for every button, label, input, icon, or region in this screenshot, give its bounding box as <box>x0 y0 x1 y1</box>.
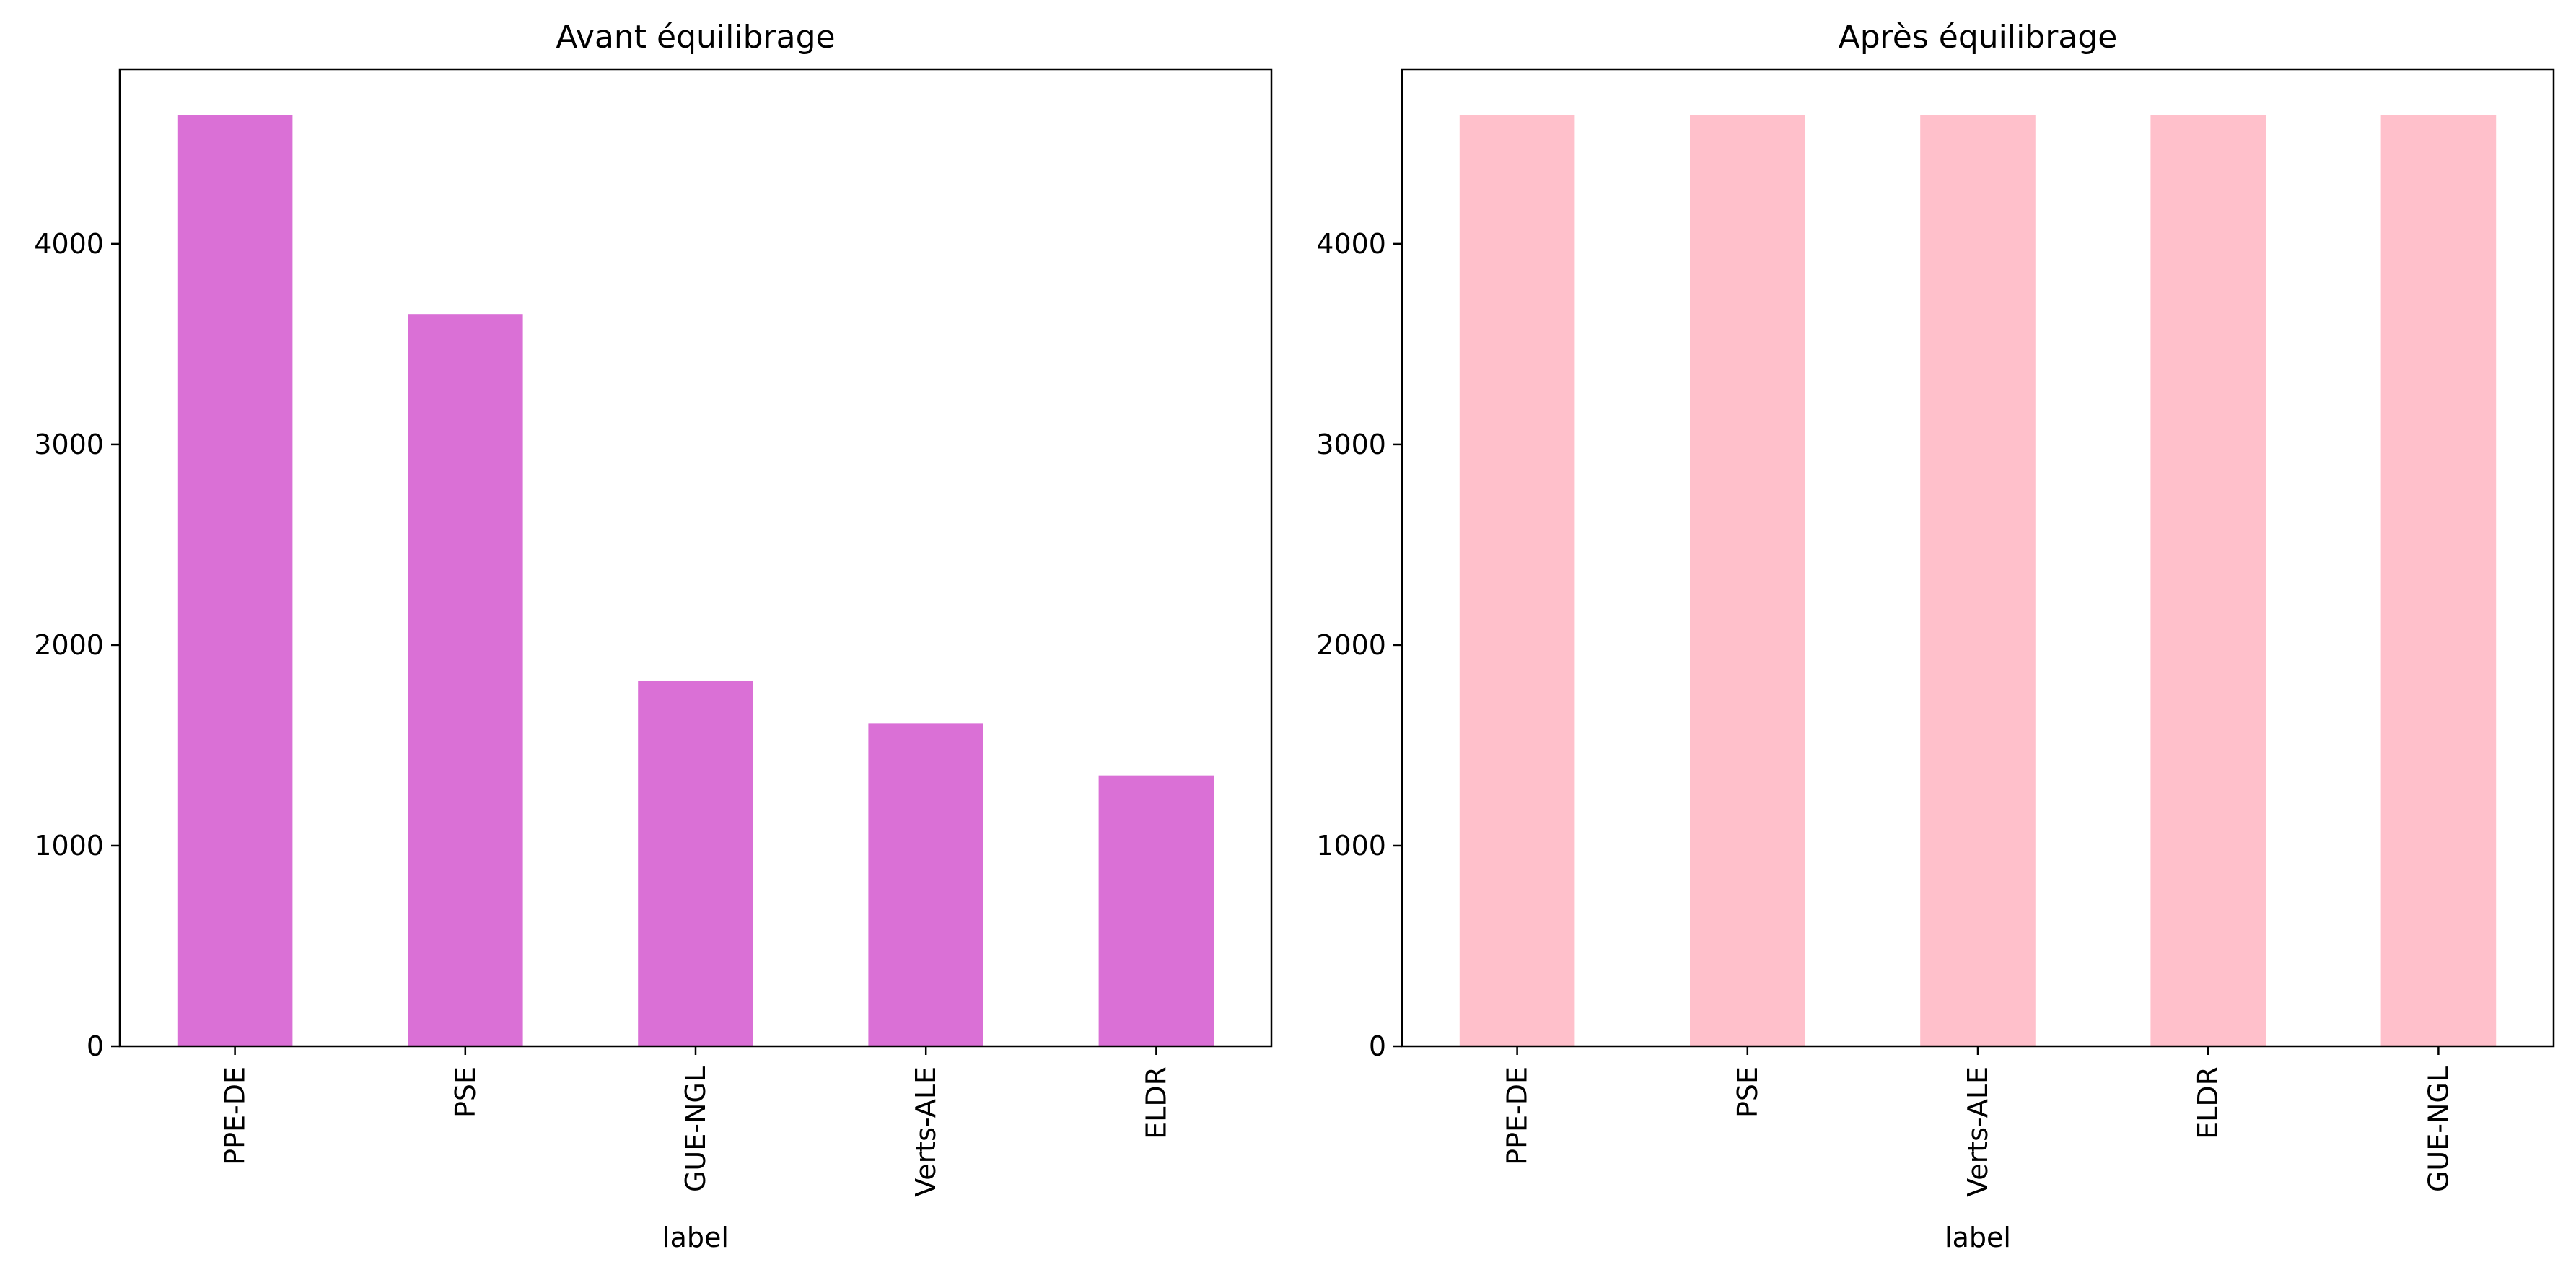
after-x-tick-label: ELDR <box>2192 1066 2224 1139</box>
before-x-tick-label: PSE <box>450 1066 481 1118</box>
before-x-tick-label: ELDR <box>1140 1066 1172 1139</box>
after-x-tick-label: PSE <box>1732 1066 1764 1118</box>
before-x-tick-label: GUE-NGL <box>680 1066 711 1192</box>
after-x-tick-label: PPE-DE <box>1502 1066 1533 1165</box>
after-y-tick-label: 0 <box>1369 1030 1386 1062</box>
before-x-axis-label: label <box>662 1222 729 1253</box>
after-y-tick-label: 1000 <box>1316 830 1386 862</box>
after-bar-eldr <box>2150 115 2266 1046</box>
after-bar-verts-ale <box>1920 115 2036 1046</box>
after-x-axis-label: label <box>1945 1222 2011 1253</box>
before-x-tick-label: PPE-DE <box>219 1066 251 1165</box>
before-bar-ppe-de <box>177 115 293 1046</box>
after-chart-title: Après équilibrage <box>1839 19 2118 56</box>
after-bar-ppe-de <box>1459 115 1575 1046</box>
after-x-tick-label: Verts-ALE <box>1962 1066 1994 1197</box>
after-x-tick-label: GUE-NGL <box>2422 1066 2454 1192</box>
after-y-tick-label: 2000 <box>1316 629 1386 661</box>
after-bar-gue-ngl <box>2380 115 2497 1046</box>
before-y-tick-label: 0 <box>87 1030 104 1062</box>
after-y-tick-label: 3000 <box>1316 429 1386 460</box>
chart-after-balancing: Après équilibrage 0 1000 2000 3000 4000 PPE-DE… <box>1316 19 2555 1253</box>
before-x-tick-label: Verts-ALE <box>910 1066 942 1197</box>
before-bar-eldr <box>1098 775 1214 1046</box>
before-chart-title: Avant équilibrage <box>556 19 835 56</box>
before-y-tick-label: 4000 <box>34 228 104 260</box>
before-bar-gue-ngl <box>638 680 753 1046</box>
before-y-tick-label: 3000 <box>34 429 104 460</box>
before-y-tick-label: 2000 <box>34 629 104 661</box>
after-bar-pse <box>1690 115 1805 1046</box>
before-bar-pse <box>408 314 523 1046</box>
chart-before-balancing: Avant équilibrage 0 1000 2000 3000 4000 PPE-DE… <box>34 19 1273 1253</box>
after-y-tick-label: 4000 <box>1316 228 1386 260</box>
before-y-tick-label: 1000 <box>34 830 104 862</box>
before-bar-verts-ale <box>868 723 983 1046</box>
